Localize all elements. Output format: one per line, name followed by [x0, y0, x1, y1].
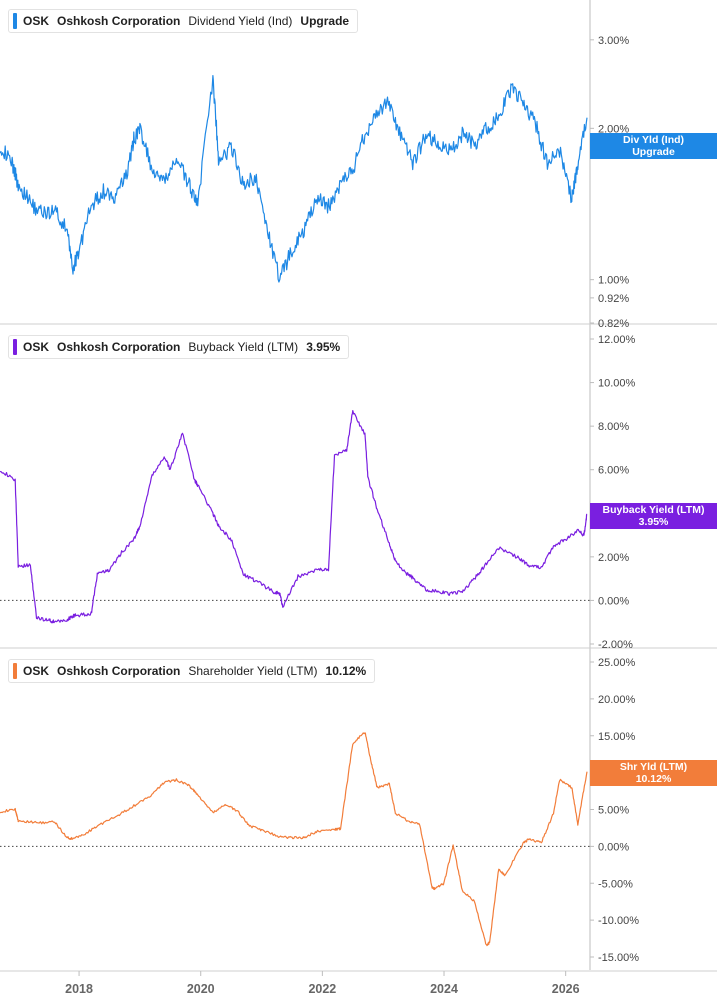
y-tick-label: 5.00%: [598, 805, 629, 817]
legend-company: Oshkosh Corporation: [57, 14, 181, 28]
legend-color-swatch: [13, 663, 17, 679]
legend-value[interactable]: Upgrade: [300, 14, 350, 28]
legend-company: Oshkosh Corporation: [57, 340, 181, 354]
legend-buyback-yield[interactable]: OSK Oshkosh Corporation Buyback Yield (L…: [8, 335, 350, 359]
y-tick-label: 25.00%: [598, 657, 636, 669]
series-lines: [0, 75, 588, 947]
legend-ticker: OSK: [23, 14, 50, 28]
x-tick-label: 2020: [187, 982, 215, 996]
x-axis-ticks: 2018 2020 2022 2024 2026: [65, 971, 580, 996]
legend-color-swatch: [13, 339, 17, 355]
tag-dividend-yield[interactable]: Div Yld (Ind) Upgrade: [590, 133, 717, 159]
legend-ticker: OSK: [23, 664, 50, 678]
tag-buyback-yield: Buyback Yield (LTM) 3.95%: [590, 503, 717, 529]
legend-company: Oshkosh Corporation: [57, 664, 181, 678]
y-tick-label: -2.00%: [598, 639, 633, 651]
y-tick-label: 1.00%: [598, 275, 629, 287]
x-tick-label: 2022: [308, 982, 336, 996]
y-tick-label: 20.00%: [598, 694, 636, 706]
legend-ticker: OSK: [23, 340, 50, 354]
series-line-0: [0, 75, 588, 283]
tag-label: Shr Yld (LTM): [619, 761, 688, 773]
y-tick-label: 3.00%: [598, 35, 629, 47]
tag-value: 3.95%: [638, 516, 669, 528]
tag-shareholder-yield: Shr Yld (LTM) 10.12%: [590, 760, 717, 786]
y-tick-label: 8.00%: [598, 421, 629, 433]
x-tick-label: 2026: [552, 982, 580, 996]
legend-value: 10.12%: [325, 664, 367, 678]
y-tick-label: 0.92%: [598, 293, 629, 305]
panel-grids: [0, 599, 590, 847]
tag-value: 10.12%: [635, 773, 672, 785]
legend-dividend-yield[interactable]: OSK Oshkosh Corporation Dividend Yield (…: [8, 9, 359, 33]
x-tick-label: 2018: [65, 982, 93, 996]
legend-metric: Buyback Yield (LTM): [188, 340, 299, 354]
y-tick-label: 0.82%: [598, 318, 629, 330]
tag-value: Upgrade: [632, 146, 675, 158]
series-line-2: [0, 732, 588, 947]
y-tick-label: 12.00%: [598, 334, 636, 346]
y-tick-label: 10.00%: [598, 378, 636, 390]
legend-metric: Shareholder Yield (LTM): [188, 664, 318, 678]
y-axis-ticks: 0.82% 0.92% 1.00% 2.00% 3.00% -2.00% 0.00% 2.00…: [590, 35, 639, 964]
y-tick-label: 0.00%: [598, 595, 629, 607]
chart-frame: [0, 0, 717, 972]
y-tick-label: -10.00%: [598, 915, 639, 927]
y-tick-label: 2.00%: [598, 552, 629, 564]
y-tick-label: -5.00%: [598, 878, 633, 890]
y-tick-label: 6.00%: [598, 465, 629, 477]
y-tick-label: 2.00%: [598, 123, 629, 135]
tag-label: Buyback Yield (LTM): [602, 504, 705, 516]
legend-metric: Dividend Yield (Ind): [188, 14, 293, 28]
legend-shareholder-yield[interactable]: OSK Oshkosh Corporation Shareholder Yiel…: [8, 659, 376, 683]
y-tick-label: 15.00%: [598, 731, 636, 743]
series-line-1: [0, 410, 588, 624]
y-tick-label: -15.00%: [598, 952, 639, 964]
legend-color-swatch: [13, 13, 17, 29]
x-tick-label: 2024: [430, 982, 458, 996]
legend-value: 3.95%: [306, 340, 341, 354]
tag-label: Div Yld (Ind): [622, 134, 685, 146]
y-tick-label: 0.00%: [598, 841, 629, 853]
